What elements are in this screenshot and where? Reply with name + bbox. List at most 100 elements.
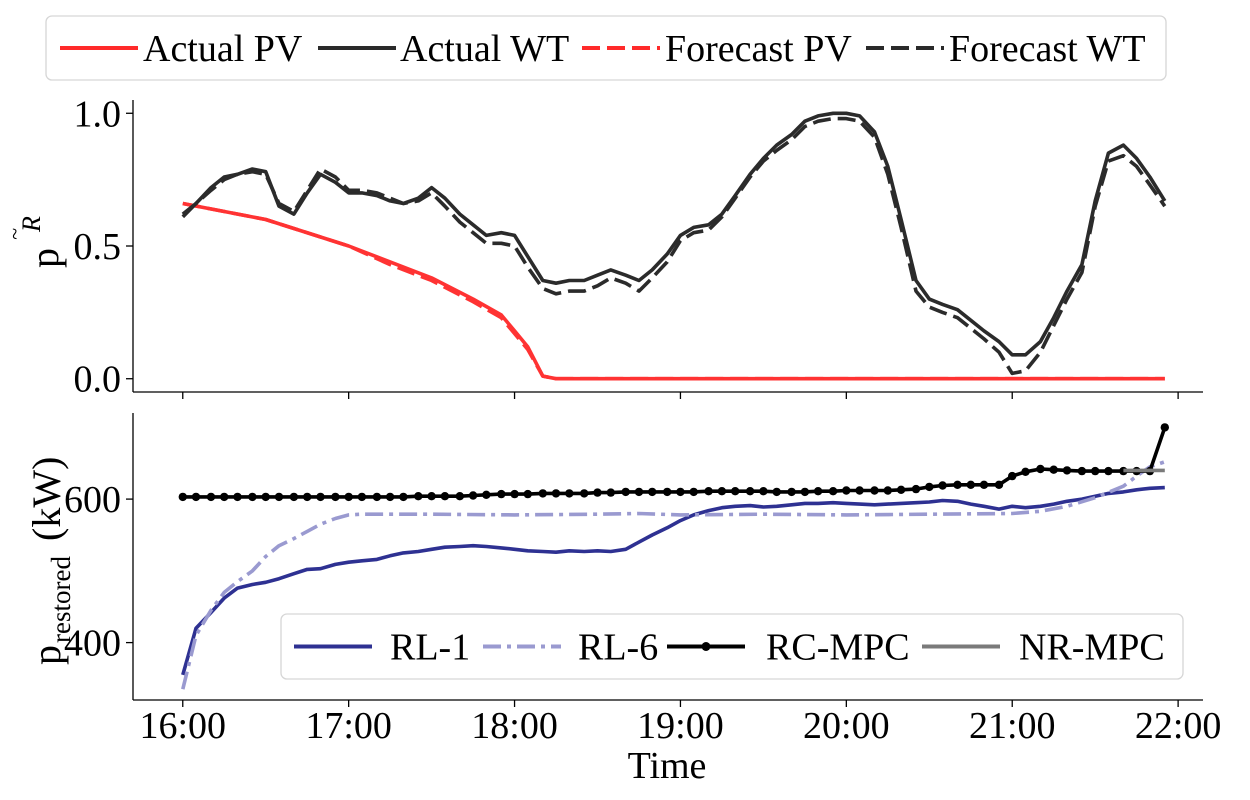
y-tick-label: 400 [64,623,121,665]
data-point-rc-mpc [634,487,644,497]
legend-label: RL-1 [390,627,470,669]
data-point-rc-mpc [731,487,740,496]
data-point-rc-mpc [357,492,367,502]
legend-box [45,15,1167,81]
data-point-rc-mpc [1049,465,1058,474]
data-point-rc-mpc [772,487,781,497]
data-point-rc-mpc [372,492,382,502]
data-point-rc-mpc [289,492,299,502]
data-point-rc-mpc [399,492,408,502]
top-legend: Actual PV Actual WT Forecast PV Forecast WT [45,15,1167,81]
data-point-rc-mpc [606,488,615,497]
data-point-rc-mpc [538,489,547,498]
data-point-rc-mpc [870,486,879,495]
data-point-rc-mpc [206,492,216,502]
data-point-rc-mpc [938,481,947,490]
y-tick-label: 1.0 [74,93,122,135]
data-point-rc-mpc [427,492,436,501]
bottom-panel-restored-power: 400 600 16:00 17:00 18:00 19:00 20:00 21:00 22:0… [24,413,1221,747]
y-axis-title-base: p [24,645,69,665]
x-axis-title: Time [628,745,707,787]
data-point-rc-mpc [316,492,325,502]
data-point-rc-mpc [1062,466,1072,475]
series-line-rl-1 [181,485,1165,676]
series-line-actual-pv [182,201,1165,381]
data-point-rc-mpc [303,492,312,502]
data-point-rc-mpc [911,484,921,494]
legend-label: Forecast PV [665,28,852,70]
tilde-mark: ~ [2,228,27,240]
series-line-forecast-pv [182,201,1165,381]
data-point-rc-mpc [468,491,478,500]
legend-label: RC-MPC [766,627,910,669]
data-point-rc-mpc [1104,466,1113,476]
data-point-rc-mpc [953,480,962,489]
data-point-rc-mpc [1008,471,1017,481]
data-point-rc-mpc [689,487,698,497]
data-point-rc-mpc [1021,467,1030,476]
data-point-rc-mpc [1036,464,1045,474]
data-point-rc-mpc [896,485,906,494]
y-axis-title-base: p [22,248,67,268]
data-point-rc-mpc [828,487,838,496]
y-tick-label: 0.0 [74,359,122,401]
legend-label: RL-6 [578,627,658,669]
data-point-rc-mpc [344,492,353,502]
data-point-rc-mpc [178,492,187,502]
y-axis-title-super: R [17,216,46,233]
data-point-rc-mpc [663,487,672,497]
data-point-rc-mpc [565,489,574,498]
legend-label: Forecast WT [949,28,1146,70]
y-tick-label: 0.5 [74,226,122,268]
x-tick-label: 18:00 [471,705,558,747]
data-point-rc-mpc [979,480,989,489]
data-point-rc-mpc [994,480,1004,489]
x-tick-label: 22:00 [1135,705,1222,747]
data-point-rc-mpc [966,480,975,489]
data-point-rc-mpc [759,487,768,496]
data-point-rc-mpc [261,492,270,502]
series-line-forecast-wt [181,116,1167,376]
series-line-rc-mpc [182,426,1167,499]
data-point-rc-mpc [331,492,340,502]
legend-label: Actual PV [143,28,303,70]
y-axis-title: p ~R [2,216,67,268]
data-point-rc-mpc [523,489,532,499]
data-point-rc-mpc [745,487,755,496]
legend-marker [701,642,711,651]
data-point-rc-mpc [233,492,242,502]
data-point-rc-mpc [510,489,519,499]
top-panel-pv-wt-power: 0.0 0.5 1.0 p ~R [2,93,1203,401]
data-point-rc-mpc [676,487,685,497]
data-point-rc-mpc [551,489,561,498]
data-point-rc-mpc [855,486,864,495]
data-point-rc-mpc [787,487,796,497]
x-tick-label: 17:00 [305,705,392,747]
data-point-rc-mpc [717,487,727,496]
series-line-actual-wt [181,111,1167,357]
data-point-rc-mpc [414,492,423,501]
data-point-rc-mpc [191,492,201,502]
data-point-rc-mpc [925,482,934,492]
data-point-rc-mpc [440,492,450,501]
legend-label: NR-MPC [1019,627,1165,669]
data-point-rc-mpc [497,489,506,499]
y-tick-label: 600 [64,479,121,521]
data-point-rc-mpc [593,488,602,497]
legend-label: Actual WT [400,28,569,70]
data-point-rc-mpc [1160,423,1170,432]
data-point-rc-mpc [220,492,229,502]
data-point-rc-mpc [580,489,589,498]
series-line-rl-6 [181,460,1166,690]
x-tick-label: 19:00 [637,705,724,747]
data-point-rc-mpc [883,486,892,495]
data-point-rc-mpc [274,492,284,502]
data-point-rc-mpc [813,487,823,496]
x-tick-label: 21:00 [969,705,1056,747]
data-point-rc-mpc [648,487,657,497]
data-point-rc-mpc [482,490,491,499]
data-point-rc-mpc [455,492,464,501]
data-point-rc-mpc [1091,466,1100,476]
